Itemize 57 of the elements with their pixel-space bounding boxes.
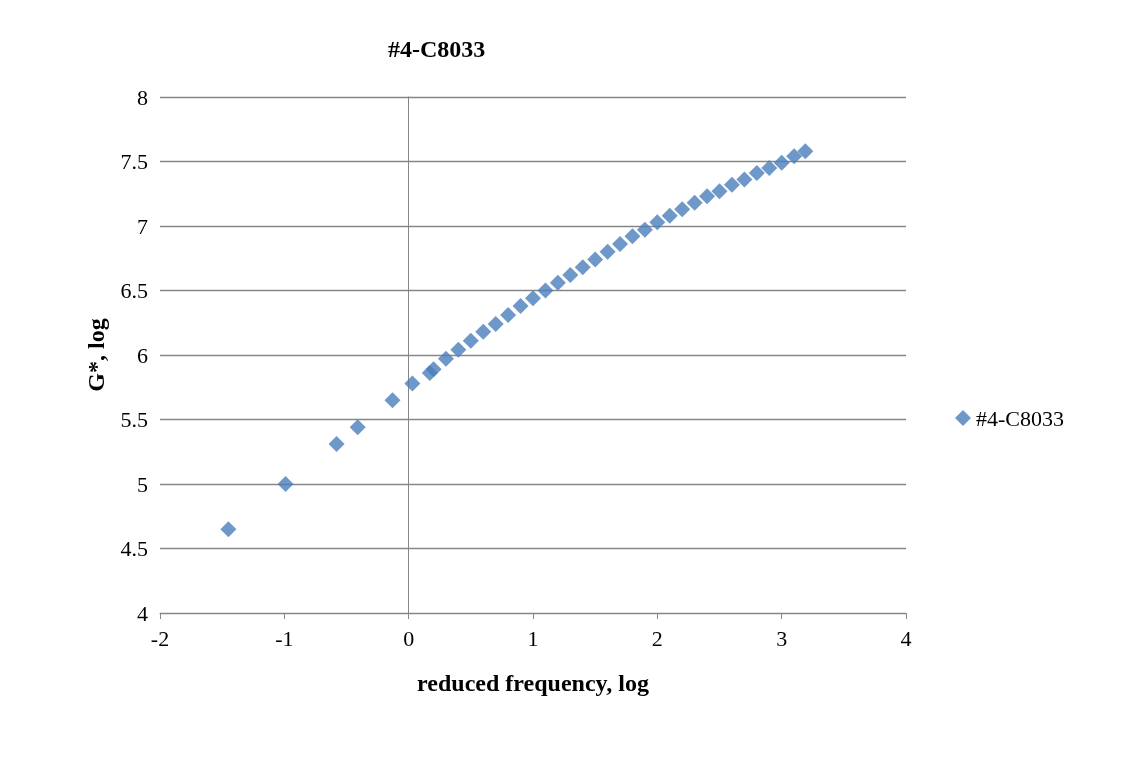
point (425, 361, 442, 378)
y-tick-label: 4.5 (120, 536, 148, 561)
point (349, 419, 366, 436)
point (450, 341, 467, 358)
chart-title: #4-C8033 (388, 36, 486, 62)
point (500, 307, 517, 324)
point (649, 214, 666, 231)
point (786, 148, 803, 165)
point (537, 282, 554, 299)
y-tick-label: 6.5 (120, 278, 148, 303)
point (797, 143, 814, 160)
point (384, 392, 401, 409)
y-tick-label: 7 (137, 213, 148, 239)
point (748, 165, 765, 182)
point (686, 194, 703, 211)
y-tick-label: 8 (137, 84, 148, 110)
point (328, 436, 345, 453)
y-tick-label: 7.5 (120, 149, 148, 174)
point (736, 171, 753, 188)
point (475, 323, 492, 340)
x-axis-title: reduced frequency, log (417, 670, 649, 696)
y-tick-label: 6 (137, 342, 148, 368)
point (674, 201, 691, 218)
point (661, 207, 678, 224)
point (574, 259, 591, 276)
point (761, 159, 778, 176)
point (220, 521, 237, 538)
point (437, 350, 454, 367)
point (711, 183, 728, 200)
point (612, 236, 629, 253)
x-tick-label: 0 (403, 625, 415, 651)
x-tick-label: 2 (651, 625, 663, 651)
point (487, 316, 504, 333)
point (404, 375, 421, 392)
y-tick-label: 5 (137, 471, 148, 497)
point (587, 251, 604, 268)
point (699, 188, 716, 205)
x-tick-label: 1 (527, 625, 539, 651)
point (599, 243, 616, 260)
point (723, 176, 740, 193)
x-tick-label: 4 (900, 625, 912, 651)
point (549, 274, 566, 291)
point (773, 154, 790, 171)
x-tick-label: -2 (150, 625, 170, 651)
point (525, 290, 541, 307)
point (562, 267, 579, 284)
y-tick-label: 5.5 (120, 407, 148, 432)
point (277, 476, 294, 492)
y-tick-label: 4 (137, 600, 148, 626)
point (512, 297, 529, 314)
point (636, 221, 653, 238)
y-axis-title: G*, log (83, 318, 109, 392)
legend-label: #4-C8033 (976, 405, 1064, 431)
x-tick-label: 3 (776, 625, 788, 651)
point (462, 332, 479, 349)
point (624, 228, 641, 245)
x-tick-label: -1 (275, 625, 294, 651)
